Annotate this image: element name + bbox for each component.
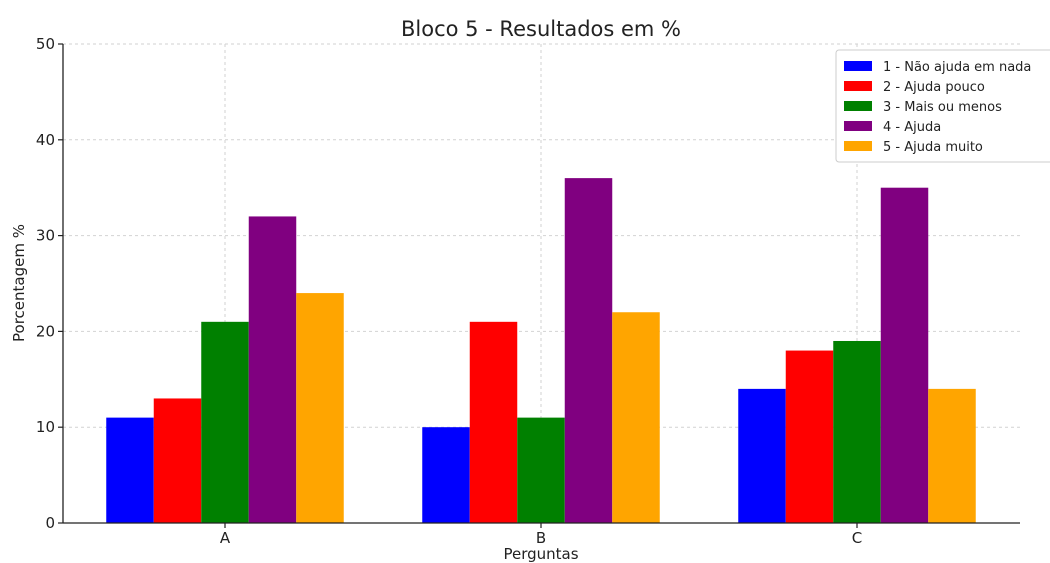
y-tick-label: 10 (36, 418, 55, 436)
bar-c-series-1 (738, 388, 786, 523)
bar-a-series-3 (201, 321, 249, 523)
y-axis-label: Porcentagem % (10, 224, 28, 342)
legend: 1 - Não ajuda em nada 2 - Ajuda pouco 3 - … (835, 49, 1050, 163)
x-axis-label: Perguntas (503, 545, 578, 563)
legend-entry-label: 1 - Não ajuda em nada (883, 60, 1031, 75)
x-tick-label: A (220, 529, 231, 547)
bar-c-series-4 (880, 187, 929, 523)
bar-a-series-5 (296, 293, 344, 523)
legend-swatch (844, 121, 872, 131)
legend-swatch (844, 141, 872, 151)
legend-entry-label: 3 - Mais ou menos (883, 100, 1002, 115)
x-tick-label: C (852, 529, 862, 547)
bar-b-series-3 (517, 417, 565, 523)
bar-c-series-3 (833, 340, 881, 523)
y-tick-label: 30 (36, 227, 55, 245)
bars (106, 178, 976, 523)
legend-swatch (844, 81, 872, 91)
legend-frame (835, 49, 1050, 163)
legend-entry-label: 4 - Ajuda (883, 120, 941, 135)
y-tick-label: 20 (36, 322, 55, 340)
legend-entry-label: 2 - Ajuda pouco (883, 80, 985, 95)
y-tick-label: 50 (36, 35, 55, 53)
bar-a-series-1 (106, 417, 154, 523)
bar-b-series-1 (422, 427, 470, 523)
y-tick-label: 40 (36, 131, 55, 149)
bar-a-series-2 (153, 398, 202, 523)
bar-b-series-5 (612, 312, 660, 523)
tick-labels: 0 10 20 30 40 50 A B C (36, 35, 862, 547)
bar-b-series-4 (564, 178, 613, 523)
x-tick-label: B (536, 529, 546, 547)
y-tick-label: 0 (45, 514, 55, 532)
legend-swatch (844, 101, 872, 111)
legend-swatch (844, 61, 872, 71)
chart-title: Bloco 5 - Resultados em % (401, 17, 681, 41)
bar-c-series-5 (928, 388, 976, 523)
bar-a-series-4 (248, 216, 297, 523)
bar-c-series-2 (785, 350, 834, 523)
bar-b-series-2 (469, 321, 518, 523)
axes (58, 43, 1020, 528)
legend-entry-label: 5 - Ajuda muito (883, 140, 983, 155)
